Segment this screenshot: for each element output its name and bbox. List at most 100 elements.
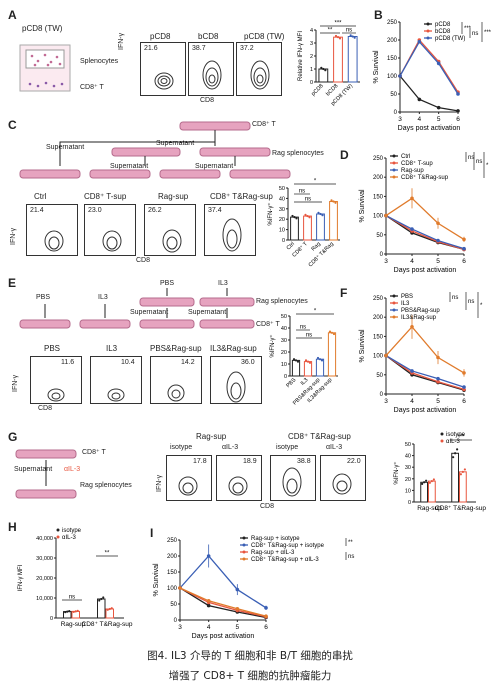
- data-point: [462, 385, 466, 389]
- data-point: [330, 199, 333, 202]
- e-flow-title-4: IL3&Rag-sup: [210, 344, 257, 353]
- y-tick-label: 20: [405, 477, 411, 483]
- c-flow-plot-3: 26.2: [144, 204, 196, 256]
- x-category-label: Ctrl: [286, 241, 296, 251]
- c-flow-value-1: 21.4: [30, 207, 44, 214]
- y-tick-label: 0: [284, 374, 287, 380]
- panel-letter-f: F: [340, 286, 348, 300]
- legend-label: pCD8 (TW): [435, 36, 465, 42]
- data-point: [417, 97, 422, 102]
- y-tick-label: 100: [387, 74, 398, 80]
- panel-c-schematic: [19, 121, 291, 179]
- significance-label: **: [328, 28, 333, 34]
- legend-label: CD8⁺ T&Rag-sup + isotype: [251, 542, 325, 549]
- y-axis-label: % Survival: [373, 50, 380, 84]
- data-point: [306, 214, 309, 218]
- data-point: [328, 330, 332, 333]
- significance-label: ns: [346, 28, 352, 34]
- data-point: [330, 331, 334, 334]
- data-point: [264, 614, 268, 618]
- bar: [290, 216, 299, 241]
- c-flow-plot-1: 21.4: [26, 204, 78, 256]
- c-flow-value-3: 26.2: [148, 207, 162, 214]
- bar: [327, 332, 337, 377]
- a-flow-title-1: pCD8: [150, 32, 171, 41]
- e-pbs-label-2: PBS: [160, 280, 175, 287]
- legend-marker: [392, 175, 396, 179]
- significance-label: *: [314, 309, 317, 315]
- e-flow-title-2: IL3: [106, 344, 118, 353]
- significance-label: *: [314, 179, 317, 185]
- legend-label: αIL-3: [62, 535, 76, 541]
- c-flow-ylabel: IFN-γ: [10, 227, 17, 245]
- legend-marker: [56, 528, 60, 532]
- legend-marker: [392, 294, 396, 298]
- y-tick-label: 10,000: [36, 596, 53, 602]
- series-line: [179, 555, 267, 609]
- data-point: [64, 611, 67, 614]
- a-flow-plot-1: 21.6: [140, 42, 186, 96]
- significance-label: ns: [306, 333, 312, 339]
- data-point: [319, 212, 322, 216]
- y-tick-label: 150: [167, 570, 178, 576]
- y-tick-label: 50: [376, 233, 383, 239]
- data-point: [68, 609, 71, 613]
- a-flow-plot-2: 38.7: [188, 42, 234, 96]
- x-category-label: PBS: [285, 377, 297, 389]
- data-point: [436, 379, 440, 384]
- y-tick-label: 0: [174, 618, 178, 624]
- panel-letter-g: G: [8, 430, 18, 444]
- significance-label: ***: [464, 26, 472, 32]
- e-cd8t-label: CD8⁺ T: [256, 321, 280, 328]
- y-tick-label: 200: [373, 315, 384, 321]
- significance-label: ns: [468, 299, 474, 305]
- panel-e-schematic: [19, 288, 255, 329]
- g-group-2: CD8⁺ T&Rag-sup: [288, 432, 351, 441]
- e-supernatant-2: Supernatant: [188, 309, 227, 316]
- figure-caption-line-1: 图4. IL3 介导的 T 细胞和非 B/T 细胞的串扰: [147, 650, 353, 662]
- g-flow-xlabel: CD8: [260, 503, 275, 510]
- data-point: [430, 480, 433, 483]
- contour-icon: [154, 72, 174, 90]
- g-ail3-label: αIL-3: [64, 466, 81, 473]
- g-flow-plot-4: 22.0: [320, 455, 366, 501]
- e-flow-xlabel: CD8: [38, 405, 53, 412]
- y-axis-label: IFN-γ MFI: [18, 564, 24, 591]
- significance-label: **: [105, 551, 110, 557]
- data-point: [320, 66, 323, 69]
- g-rag-label: Rag splenocytes: [80, 482, 132, 489]
- c-supernatant-4: Supernatant: [195, 163, 234, 170]
- y-tick-label: 100: [373, 214, 384, 220]
- data-point: [102, 596, 105, 599]
- y-tick-label: 20: [281, 350, 287, 356]
- y-tick-label: 40: [279, 196, 285, 202]
- panel-letter-h: H: [8, 520, 17, 534]
- contour-icon: [250, 60, 270, 90]
- e-flow-value-4: 36.0: [241, 359, 255, 366]
- data-point: [351, 35, 354, 38]
- data-point: [454, 452, 457, 455]
- legend-label: IL3&Rag-sup: [401, 315, 437, 321]
- x-tick-label: 6: [264, 624, 268, 631]
- legend-label: CD8⁺ T&Rag-sup: [401, 174, 449, 181]
- x-tick-label: 3: [384, 398, 388, 405]
- x-tick-label: 4: [418, 116, 422, 123]
- bar: [347, 36, 358, 83]
- g-flow-plot-2: 18.9: [216, 455, 262, 501]
- data-point: [398, 74, 402, 78]
- data-point: [436, 61, 441, 66]
- y-tick-label: 0: [50, 616, 53, 622]
- legend-label: Rag-sup + isotype: [251, 536, 300, 542]
- a-flow-value-3: 37.2: [240, 45, 254, 52]
- legend-marker: [440, 439, 444, 443]
- bar-isotype: [97, 598, 106, 619]
- bar-ail3: [459, 471, 467, 503]
- g-flow-ylabel: IFN-γ: [156, 474, 163, 492]
- y-tick-label: 200: [167, 554, 178, 560]
- data-point: [432, 478, 435, 481]
- series-line: [179, 587, 267, 618]
- x-axis-label: Days post activation: [394, 267, 457, 274]
- g-flow-value-2: 18.9: [243, 458, 257, 465]
